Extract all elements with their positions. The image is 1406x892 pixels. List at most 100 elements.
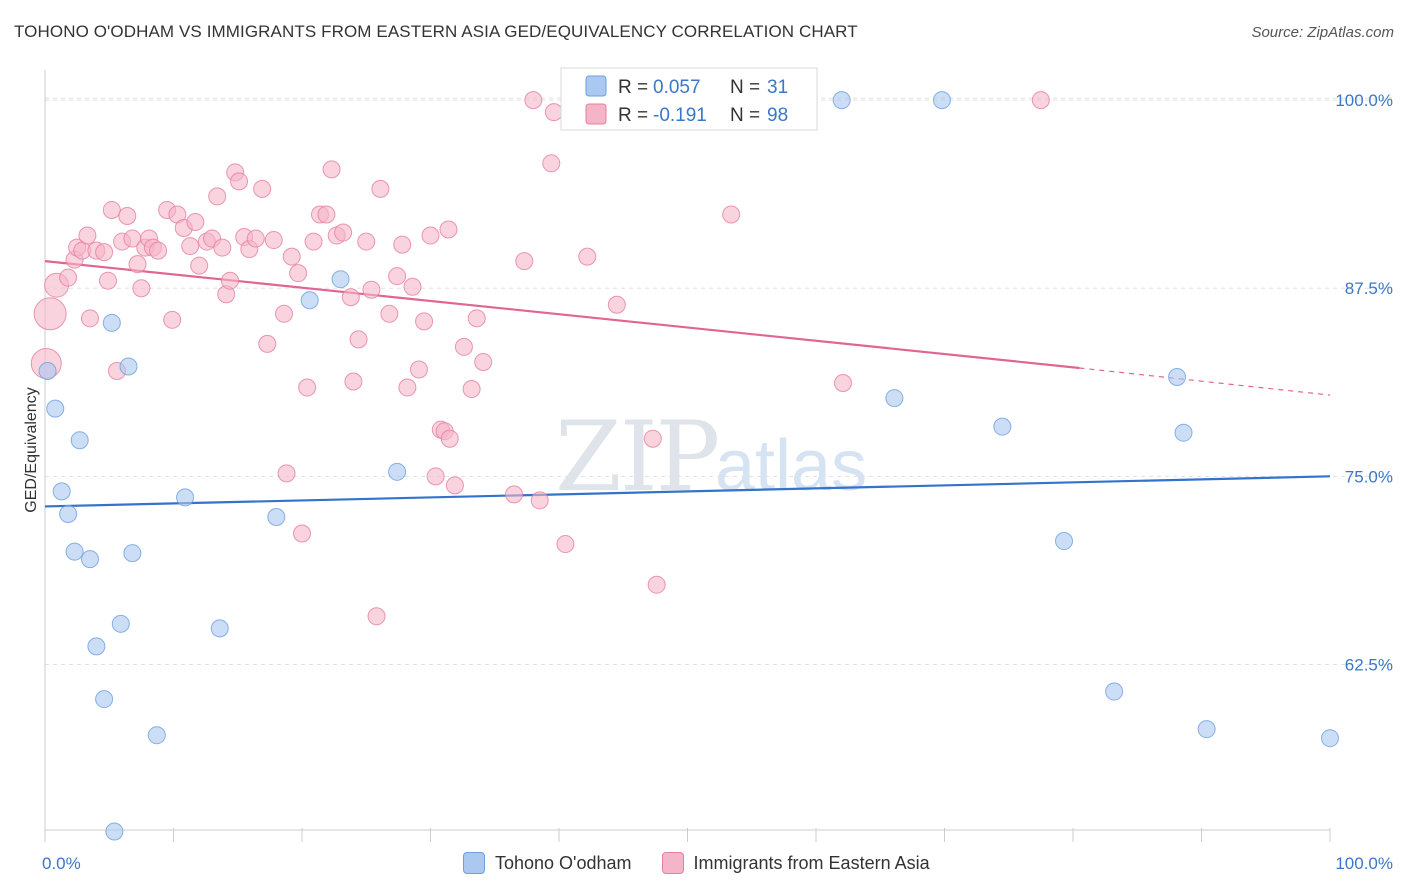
watermark-atlas: atlas <box>715 426 867 506</box>
eastern-asia-swatch <box>661 852 684 874</box>
legend-r-value: -0.191 <box>653 105 707 126</box>
eastern-asia-point <box>304 232 323 251</box>
eastern-asia-point <box>186 213 205 231</box>
eastern-asia-point <box>163 310 182 329</box>
eastern-asia-point <box>95 243 114 262</box>
x-tick-label: 100.0% <box>1335 854 1393 873</box>
tohono-point <box>70 431 89 450</box>
eastern-asia-point <box>293 524 311 543</box>
tohono-point <box>123 544 142 563</box>
eastern-asia-point <box>149 241 168 260</box>
eastern-asia-point <box>367 607 386 626</box>
eastern-asia-point <box>190 256 209 275</box>
eastern-asia-point <box>118 206 137 225</box>
eastern-asia-point <box>230 172 249 191</box>
eastern-asia-point <box>221 271 240 290</box>
tohono-point <box>105 822 124 841</box>
eastern-asia-point <box>341 288 360 307</box>
tohono-point <box>932 91 951 110</box>
eastern-asia-trendline <box>44 260 1080 370</box>
eastern-asia-point <box>298 378 317 397</box>
eastern-asia-point <box>403 277 422 296</box>
tohono-point <box>59 504 78 523</box>
bottom-legend-item-eastern-asia[interactable]: Immigrants from Eastern Asia <box>661 852 930 874</box>
eastern-asia-point <box>264 231 283 250</box>
tohono-point <box>300 291 319 310</box>
x-tick-label: 0.0% <box>42 854 81 873</box>
tohono-point <box>993 417 1012 436</box>
chart-source: Source: ZipAtlas.com <box>1251 24 1394 41</box>
tohono-swatch <box>463 852 485 874</box>
eastern-asia-point <box>505 485 524 504</box>
tohono-point <box>1105 682 1124 701</box>
eastern-asia-point <box>607 295 626 314</box>
eastern-asia-point <box>454 337 473 356</box>
eastern-asia-point <box>33 297 67 331</box>
eastern-asia-point <box>833 374 852 393</box>
eastern-asia-point <box>181 237 200 256</box>
bottom-legend-item-tohono[interactable]: Tohono O'odham <box>463 852 632 874</box>
tohono-point <box>80 550 99 569</box>
eastern-asia-point <box>253 179 272 198</box>
eastern-asia-point <box>322 160 341 179</box>
tohono-point <box>176 488 195 507</box>
y-tick-label: 75.0% <box>1345 467 1393 486</box>
eastern-asia-point <box>409 360 428 379</box>
eastern-asia-point <box>426 467 445 486</box>
y-axis-label: GED/Equivalency <box>23 387 40 512</box>
eastern-asia-point <box>371 179 390 198</box>
eastern-asia-point <box>80 309 99 328</box>
eastern-asia-point <box>415 312 434 331</box>
bottom-legend-label-tohono: Tohono O'odham <box>495 852 632 873</box>
eastern-asia-point <box>59 268 78 287</box>
legend-r-value: 0.057 <box>653 77 701 98</box>
eastern-asia-point <box>258 334 277 353</box>
legend-n-value: 31 <box>767 77 788 98</box>
eastern-asia-point <box>78 226 97 245</box>
y-tick-label: 87.5% <box>1345 279 1393 298</box>
tohono-point <box>119 357 138 376</box>
eastern-asia-point <box>515 252 534 271</box>
tohono-point <box>1168 368 1187 387</box>
eastern-asia-point <box>398 378 417 397</box>
tohono-point <box>95 690 114 709</box>
legend-n-value: 98 <box>767 105 788 126</box>
legend-swatch-tohono <box>585 75 607 97</box>
tohono-point <box>1321 729 1339 748</box>
eastern-asia-point <box>530 491 549 510</box>
eastern-asia-point <box>275 304 294 323</box>
eastern-asia-point <box>393 235 412 254</box>
eastern-asia-point <box>132 279 151 298</box>
eastern-asia-point <box>524 91 543 110</box>
eastern-asia-point <box>643 429 662 448</box>
tohono-trendline <box>44 475 1331 508</box>
eastern-asia-point <box>445 476 464 495</box>
legend-n-label: N = <box>730 77 760 98</box>
legend-r-label: R = <box>618 77 648 98</box>
y-tick-label: 100.0% <box>1335 91 1393 110</box>
tohono-point <box>46 399 65 418</box>
legend-swatch-eastern-asia <box>585 103 607 125</box>
eastern-asia-point <box>462 380 481 399</box>
chart-title: TOHONO O'ODHAM VS IMMIGRANTS FROM EASTER… <box>14 22 858 41</box>
tohono-point <box>1197 720 1216 739</box>
eastern-asia-point <box>102 200 121 219</box>
tohono-point <box>388 462 407 481</box>
eastern-asia-point <box>213 238 232 257</box>
eastern-asia-point <box>289 264 308 283</box>
tohono-point <box>111 614 130 633</box>
bottom-legend-label-eastern-asia: Immigrants from Eastern Asia <box>693 852 930 873</box>
eastern-asia-point <box>544 103 563 122</box>
tohono-point <box>147 726 166 745</box>
eastern-asia-point <box>1031 91 1050 110</box>
tohono-point <box>38 361 57 380</box>
eastern-asia-point <box>474 352 493 371</box>
eastern-asia-trendline-extension <box>1079 367 1331 396</box>
tohono-point <box>1055 532 1074 551</box>
eastern-asia-point <box>388 267 407 286</box>
tohono-point <box>832 91 851 110</box>
tohono-point <box>102 313 121 332</box>
eastern-asia-point <box>208 187 227 206</box>
eastern-asia-point <box>380 304 399 323</box>
